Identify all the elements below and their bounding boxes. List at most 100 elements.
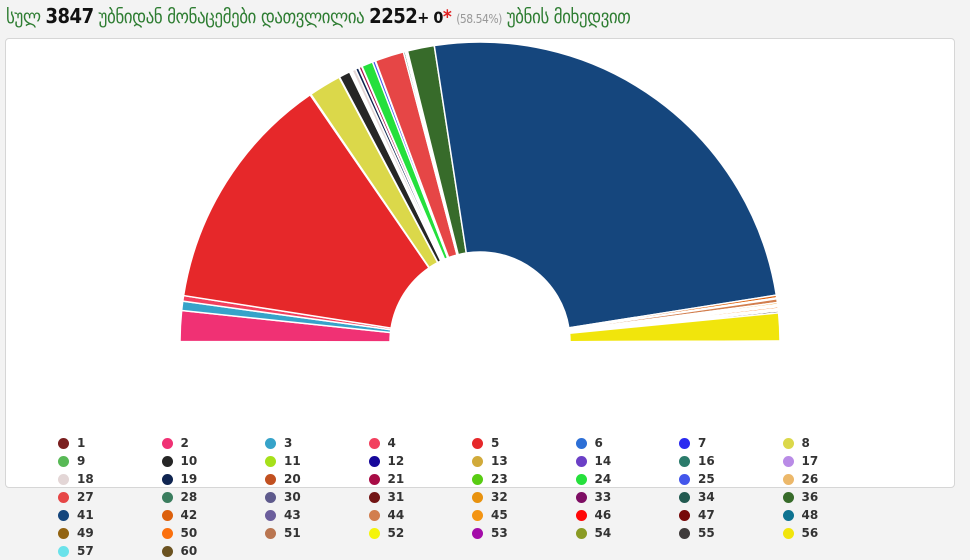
- legend-label: 32: [491, 490, 508, 504]
- legend-label: 60: [181, 544, 198, 558]
- counted-precincts: 2252: [369, 4, 417, 28]
- legend-marker: [576, 528, 587, 539]
- legend-item-60[interactable]: 60: [162, 542, 266, 560]
- legend-item-21[interactable]: 21: [369, 470, 473, 488]
- legend-item-1[interactable]: 1: [58, 434, 162, 452]
- legend-item-16[interactable]: 16: [679, 452, 783, 470]
- legend-item-25[interactable]: 25: [679, 470, 783, 488]
- slice-41[interactable]: [434, 42, 776, 328]
- legend-item-11[interactable]: 11: [265, 452, 369, 470]
- legend-marker: [58, 438, 69, 449]
- legend-marker: [58, 492, 69, 503]
- legend-label: 12: [388, 454, 405, 468]
- legend-item-55[interactable]: 55: [679, 524, 783, 542]
- legend-label: 48: [802, 508, 819, 522]
- legend-item-43[interactable]: 43: [265, 506, 369, 524]
- legend-marker: [58, 456, 69, 467]
- legend-marker: [783, 528, 794, 539]
- legend-label: 17: [802, 454, 819, 468]
- legend-marker: [265, 492, 276, 503]
- legend-label: 23: [491, 472, 508, 486]
- legend-label: 18: [77, 472, 94, 486]
- legend-item-2[interactable]: 2: [162, 434, 266, 452]
- header-prefix: სულ: [6, 6, 41, 28]
- legend-item-20[interactable]: 20: [265, 470, 369, 488]
- counted-percent: (58.54%): [456, 12, 502, 26]
- legend-item-14[interactable]: 14: [576, 452, 680, 470]
- legend-marker: [679, 438, 690, 449]
- legend-item-6[interactable]: 6: [576, 434, 680, 452]
- legend-label: 13: [491, 454, 508, 468]
- legend-marker: [576, 474, 587, 485]
- legend-label: 7: [698, 436, 706, 450]
- legend-marker: [58, 474, 69, 485]
- legend-marker: [472, 438, 483, 449]
- legend-marker: [783, 492, 794, 503]
- legend-item-9[interactable]: 9: [58, 452, 162, 470]
- legend-item-26[interactable]: 26: [783, 470, 887, 488]
- legend-marker: [679, 456, 690, 467]
- legend-item-7[interactable]: 7: [679, 434, 783, 452]
- legend-item-5[interactable]: 5: [472, 434, 576, 452]
- legend-marker: [783, 456, 794, 467]
- legend-item-17[interactable]: 17: [783, 452, 887, 470]
- legend-item-52[interactable]: 52: [369, 524, 473, 542]
- legend-marker: [265, 474, 276, 485]
- legend-label: 33: [595, 490, 612, 504]
- legend-marker: [472, 456, 483, 467]
- legend-item-47[interactable]: 47: [679, 506, 783, 524]
- legend-item-3[interactable]: 3: [265, 434, 369, 452]
- legend-marker: [265, 510, 276, 521]
- legend-label: 36: [802, 490, 819, 504]
- legend-item-13[interactable]: 13: [472, 452, 576, 470]
- legend-item-49[interactable]: 49: [58, 524, 162, 542]
- legend-label: 51: [284, 526, 301, 540]
- legend-item-19[interactable]: 19: [162, 470, 266, 488]
- legend-item-24[interactable]: 24: [576, 470, 680, 488]
- legend-item-53[interactable]: 53: [472, 524, 576, 542]
- legend-label: 43: [284, 508, 301, 522]
- legend-item-8[interactable]: 8: [783, 434, 887, 452]
- legend-item-54[interactable]: 54: [576, 524, 680, 542]
- legend-label: 50: [181, 526, 198, 540]
- legend-label: 27: [77, 490, 94, 504]
- legend-marker: [265, 438, 276, 449]
- legend-label: 54: [595, 526, 612, 540]
- legend-item-4[interactable]: 4: [369, 434, 473, 452]
- legend-label: 24: [595, 472, 612, 486]
- legend-item-42[interactable]: 42: [162, 506, 266, 524]
- legend-item-18[interactable]: 18: [58, 470, 162, 488]
- legend-label: 14: [595, 454, 612, 468]
- legend-item-12[interactable]: 12: [369, 452, 473, 470]
- legend-marker: [162, 492, 173, 503]
- legend-marker: [576, 456, 587, 467]
- legend-item-45[interactable]: 45: [472, 506, 576, 524]
- legend-marker: [58, 546, 69, 557]
- legend-marker: [472, 510, 483, 521]
- legend-item-57[interactable]: 57: [58, 542, 162, 560]
- legend-marker: [265, 528, 276, 539]
- legend-label: 45: [491, 508, 508, 522]
- legend-item-10[interactable]: 10: [162, 452, 266, 470]
- legend-label: 30: [284, 490, 301, 504]
- legend-item-46[interactable]: 46: [576, 506, 680, 524]
- legend-marker: [783, 510, 794, 521]
- legend-item-51[interactable]: 51: [265, 524, 369, 542]
- legend-item-48[interactable]: 48: [783, 506, 887, 524]
- legend-label: 42: [181, 508, 198, 522]
- legend-label: 53: [491, 526, 508, 540]
- legend-label: 11: [284, 454, 301, 468]
- legend-item-56[interactable]: 56: [783, 524, 887, 542]
- legend-label: 28: [181, 490, 198, 504]
- legend-label: 57: [77, 544, 94, 558]
- legend-item-41[interactable]: 41: [58, 506, 162, 524]
- legend-label: 31: [388, 490, 405, 504]
- legend-label: 5: [491, 436, 499, 450]
- legend-label: 6: [595, 436, 603, 450]
- legend-marker: [576, 492, 587, 503]
- legend-item-23[interactable]: 23: [472, 470, 576, 488]
- legend-item-50[interactable]: 50: [162, 524, 266, 542]
- legend-label: 49: [77, 526, 94, 540]
- legend-item-44[interactable]: 44: [369, 506, 473, 524]
